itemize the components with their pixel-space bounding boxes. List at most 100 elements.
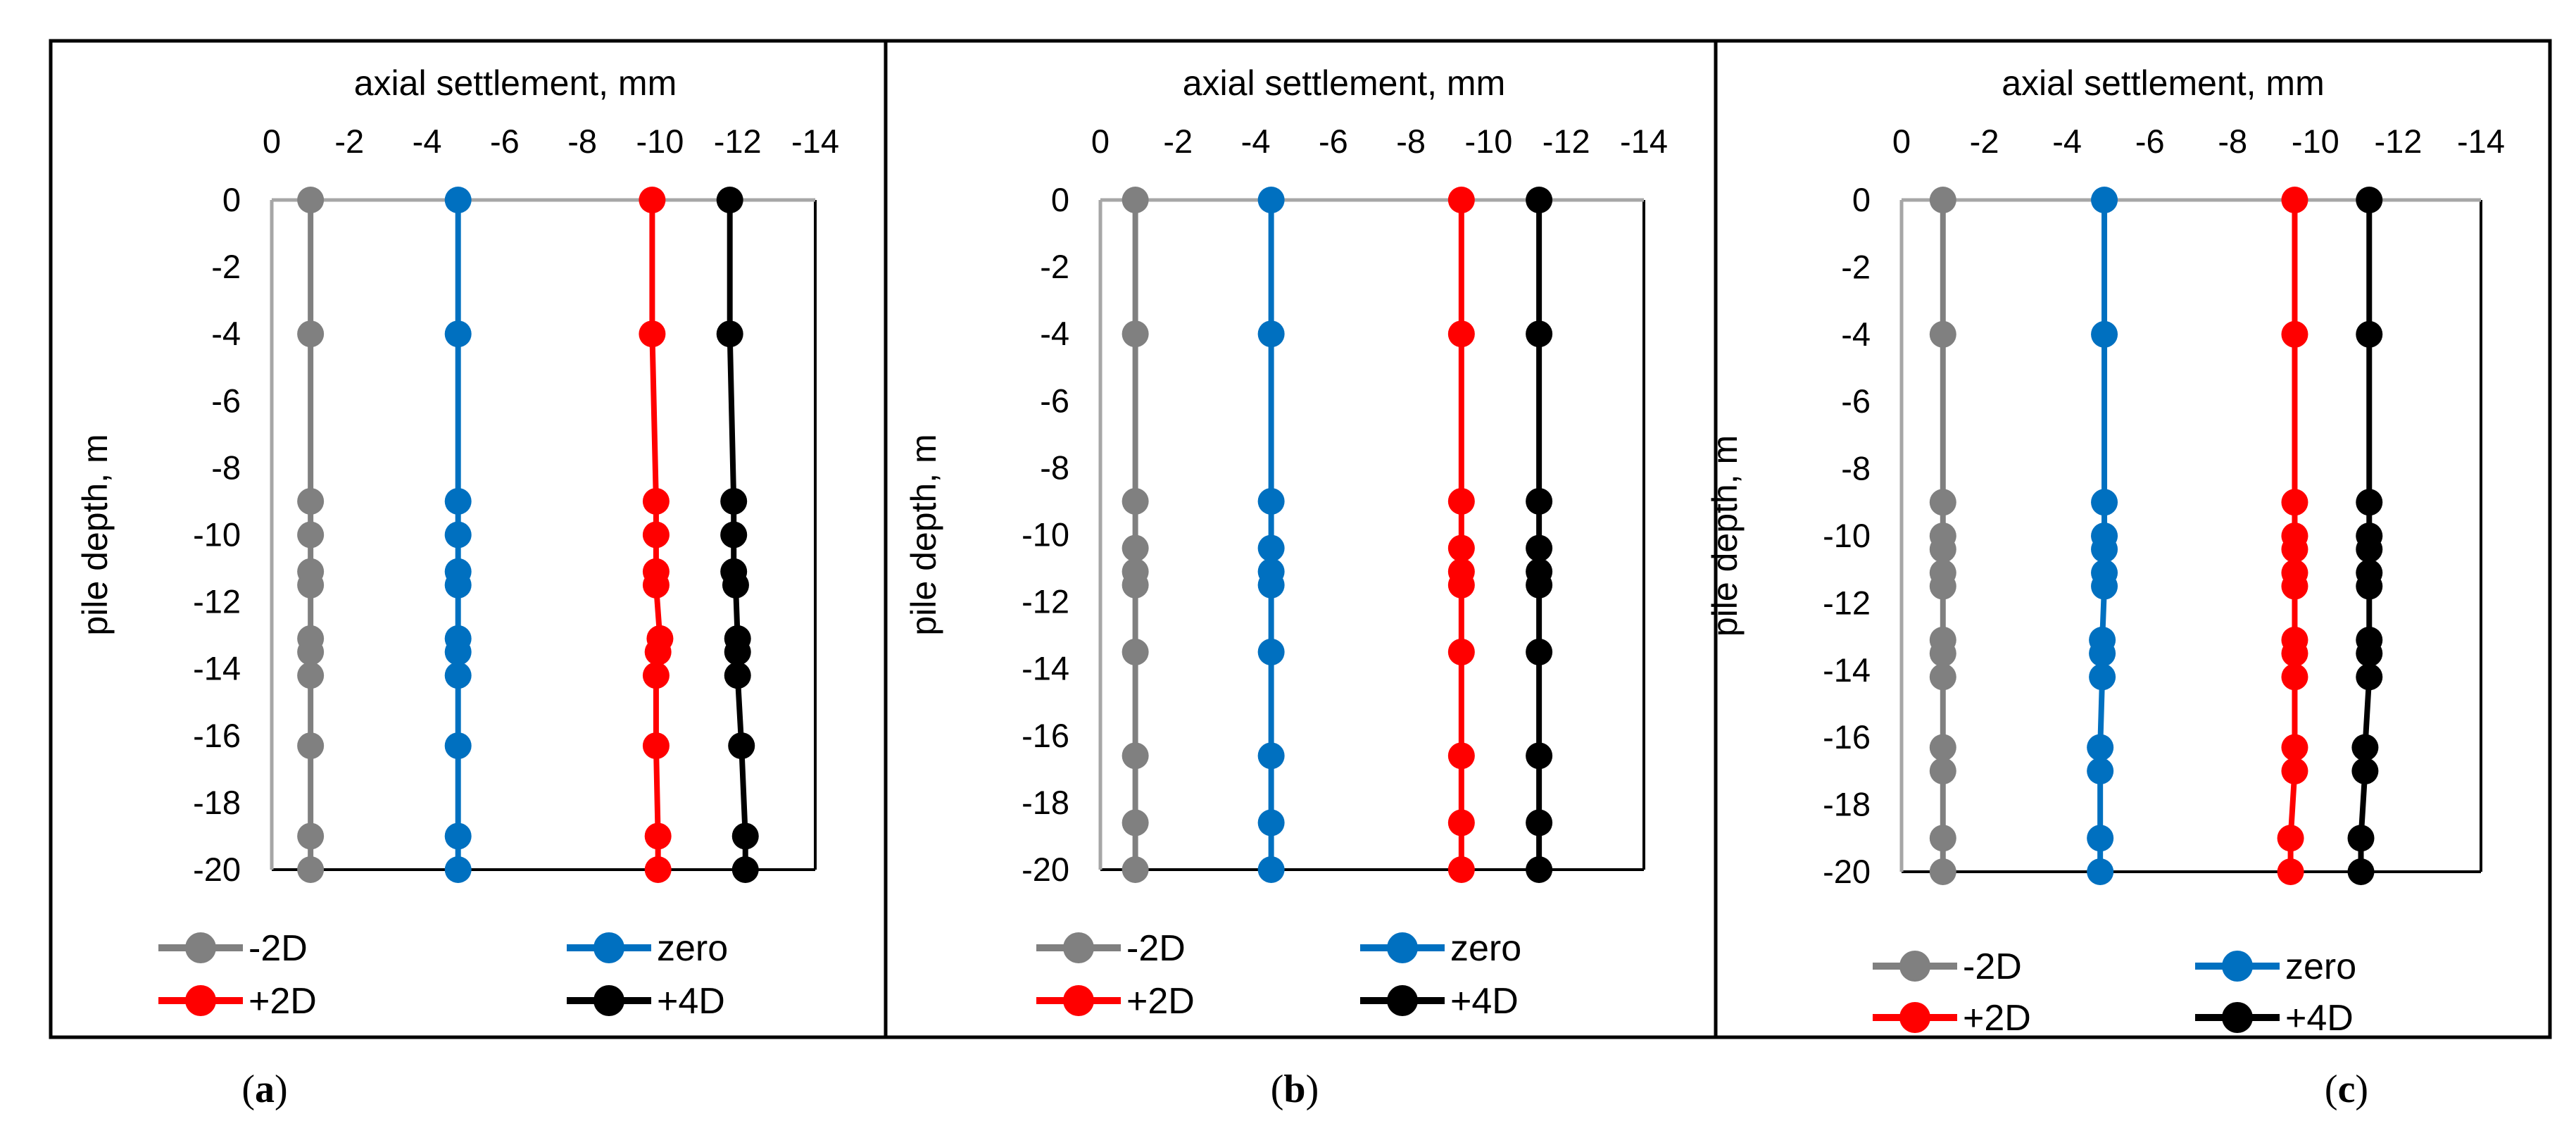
data-point-+2D	[642, 732, 670, 760]
legend-marker--2D	[1899, 951, 1930, 982]
data-point-+4D	[724, 662, 751, 689]
data-point--2D	[1121, 187, 1149, 213]
x-tick-label: -14	[791, 123, 839, 160]
data-point-zero	[444, 638, 472, 665]
data-point-+2D	[1447, 809, 1475, 837]
y-tick-label: -14	[1823, 651, 1871, 689]
y-tick-label: -2	[1040, 248, 1069, 285]
data-point-+4D	[731, 822, 759, 850]
data-point-+2D	[2281, 639, 2308, 667]
data-point-+2D	[642, 571, 670, 599]
data-point-+4D	[2347, 825, 2375, 852]
data-point-zero	[2087, 858, 2114, 885]
data-point--2D	[1121, 320, 1149, 348]
y-tick-label: -12	[193, 583, 241, 620]
legend-label-zero: zero	[2285, 946, 2356, 987]
y-tick-label: -10	[1823, 517, 1871, 554]
data-point--2D	[1121, 638, 1149, 665]
y-tick-label: -4	[1040, 315, 1069, 352]
y-tick-label: 0	[1852, 181, 1871, 218]
data-point-+2D	[2281, 734, 2308, 761]
y-tick-label: -6	[1040, 382, 1069, 419]
legend-label-+4D: +4D	[1450, 981, 1519, 1022]
data-point-zero	[1257, 487, 1285, 515]
data-point-+2D	[642, 487, 670, 515]
data-point-+4D	[1526, 534, 1553, 562]
data-point-+2D	[1447, 320, 1475, 348]
x-tick-label: -4	[1241, 123, 1271, 160]
x-tick-label: -6	[1319, 123, 1348, 160]
panel-c: axial settlement, mm 0 -2 -4 -6 -8 -10 -12 -14 0 -…	[1705, 39, 2552, 1111]
data-point-+4D	[724, 638, 751, 665]
x-tick-label: 0	[1091, 123, 1110, 160]
data-point--2D	[1929, 320, 1956, 348]
x-axis-title: axial settlement, mm	[2002, 63, 2324, 103]
data-point-+4D	[2356, 639, 2383, 667]
x-tick-label: -14	[2457, 123, 2505, 160]
data-point--2D	[297, 320, 325, 348]
legend-marker--2D	[1063, 932, 1094, 963]
legend-label-+2D: +2D	[249, 981, 317, 1022]
data-point-+2D	[1447, 571, 1475, 599]
data-point-+2D	[639, 320, 666, 348]
data-point-+4D	[2356, 489, 2383, 516]
x-axis-title: axial settlement, mm	[354, 63, 677, 103]
legend-marker-+4D	[2222, 1002, 2253, 1033]
x-axis-title: axial settlement, mm	[1183, 63, 1505, 103]
data-point-+4D	[2356, 536, 2383, 563]
x-tick-label: 0	[263, 123, 281, 160]
data-point--2D	[297, 571, 325, 599]
data-point-+2D	[2281, 489, 2308, 516]
y-tick-label: -20	[1823, 853, 1871, 890]
data-point--2D	[297, 487, 325, 515]
y-tick-label: -16	[193, 717, 241, 754]
y-tick-label: -12	[1823, 584, 1871, 621]
y-tick-label: -20	[193, 851, 241, 888]
legend-marker-+4D	[593, 985, 624, 1016]
x-tick-label: -4	[2052, 123, 2082, 160]
x-tick-label: -2	[1970, 123, 1999, 160]
data-point-+2D	[642, 662, 670, 689]
data-point-+4D	[1526, 856, 1553, 883]
y-tick-label: -18	[1823, 786, 1871, 823]
data-point-zero	[2087, 825, 2114, 852]
legend-label--2D: -2D	[249, 928, 308, 969]
data-point--2D	[1929, 858, 1956, 885]
data-point-zero	[444, 856, 472, 883]
data-point-+4D	[2351, 734, 2379, 761]
data-point-zero	[2091, 572, 2118, 600]
data-point--2D	[1929, 639, 1956, 667]
data-point-+4D	[716, 187, 743, 213]
data-point-zero	[2091, 187, 2118, 213]
data-point--2D	[297, 187, 325, 213]
data-point-+2D	[2281, 757, 2308, 784]
panel-caption: (a)	[241, 1068, 287, 1111]
y-tick-label: -12	[1022, 583, 1069, 620]
data-point-+4D	[1526, 487, 1553, 515]
data-point--2D	[297, 732, 325, 760]
y-tick-label: 0	[222, 181, 241, 218]
legend-label-+2D: +2D	[1126, 981, 1195, 1022]
data-point-zero	[2091, 536, 2118, 563]
legend-label-+4D: +4D	[2285, 998, 2354, 1039]
legend-label--2D: -2D	[1963, 946, 2022, 987]
data-point-+2D	[1447, 856, 1475, 883]
data-point-zero	[2091, 489, 2118, 516]
data-point-+4D	[2351, 757, 2379, 784]
legend-label-zero: zero	[1450, 928, 1521, 969]
data-point--2D	[1929, 489, 1956, 516]
y-tick-label: 0	[1051, 181, 1069, 218]
y-tick-label: -20	[1022, 851, 1069, 888]
data-point-+2D	[1447, 534, 1475, 562]
data-point-zero	[1257, 742, 1285, 770]
panel-a: axial settlement, mm 0 -2 -4 -6 -8 -10 -12 -14 0 -…	[49, 39, 888, 1111]
x-tick-label: -12	[714, 123, 762, 160]
data-point-+4D	[1526, 320, 1553, 348]
data-point-zero	[1257, 809, 1285, 837]
data-point--2D	[1121, 856, 1149, 883]
data-point--2D	[1929, 187, 1956, 213]
x-tick-label: 0	[1892, 123, 1911, 160]
data-point--2D	[1929, 825, 1956, 852]
y-tick-label: -4	[211, 315, 241, 352]
panel-caption: (b)	[1271, 1068, 1319, 1111]
